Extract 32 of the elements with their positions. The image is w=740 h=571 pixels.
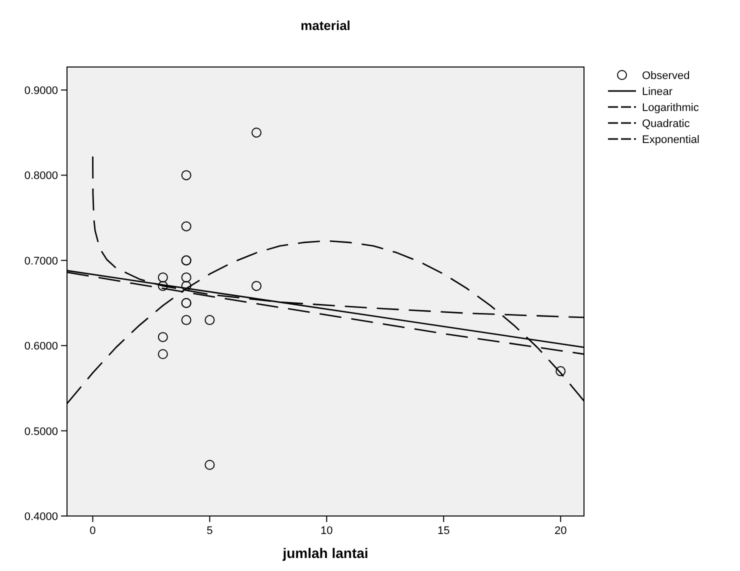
x-tick-label: 5 xyxy=(206,525,213,537)
point xyxy=(251,128,262,138)
legend-label: Quadratic xyxy=(642,118,690,130)
point xyxy=(181,170,192,180)
point xyxy=(556,366,566,376)
point xyxy=(204,315,215,326)
point xyxy=(251,280,262,291)
y-tick-label: 0.7000 xyxy=(24,255,58,268)
legend-label: Logarithmic xyxy=(642,102,700,114)
point xyxy=(181,315,192,326)
x-tick-label: 15 xyxy=(438,525,450,537)
y-tick-label: 0.8000 xyxy=(24,170,58,182)
y-tick-label: 0.4000 xyxy=(24,511,58,523)
y-tick-label: 0.5000 xyxy=(24,426,58,438)
point xyxy=(158,332,168,342)
y-tick-label: 0.9000 xyxy=(24,85,58,98)
point xyxy=(158,280,168,291)
legend-label: Observed xyxy=(642,70,690,82)
legend-label: Exponential xyxy=(642,134,700,146)
point xyxy=(181,272,192,282)
chart-title: material xyxy=(300,18,350,33)
x-tick-label: 20 xyxy=(554,525,567,537)
x-tick-label: 10 xyxy=(320,525,333,537)
y-tick-label: 0.6000 xyxy=(24,340,58,353)
point xyxy=(158,349,168,360)
x-axis-title: jumlah lantai xyxy=(282,545,368,561)
point xyxy=(181,221,192,232)
x-tick-label: 0 xyxy=(90,525,96,537)
point xyxy=(181,280,192,291)
legend-label: Linear xyxy=(642,86,673,98)
point xyxy=(204,460,215,470)
point xyxy=(158,272,168,282)
